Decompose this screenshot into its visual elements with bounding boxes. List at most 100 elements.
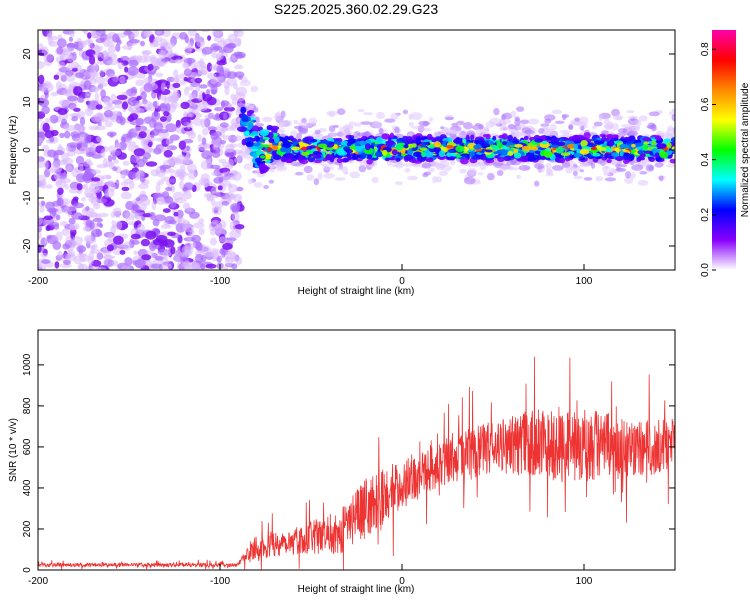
heatmap-cell	[76, 245, 87, 253]
heatmap-cell	[120, 265, 131, 270]
heatmap-cell	[502, 141, 507, 146]
heatmap-cell	[486, 172, 495, 181]
heatmap-cell	[500, 126, 510, 130]
heatmap-cell	[523, 135, 529, 141]
heatmap-cell	[111, 53, 117, 60]
heatmap-cell	[381, 149, 388, 156]
snr-frame	[37, 329, 676, 571]
heatmap-cell	[344, 171, 349, 175]
heatmap-cell	[178, 180, 184, 189]
heatmap-cell	[244, 130, 250, 136]
heatmap-cell	[172, 82, 181, 89]
heatmap-cell	[280, 146, 287, 153]
heatmap-cell	[52, 207, 57, 217]
heatmap-cell	[221, 200, 230, 206]
heatmap-cell	[615, 163, 620, 168]
heatmap-cell	[100, 148, 106, 159]
heatmap-cell	[314, 129, 321, 135]
heatmap-cell	[514, 144, 523, 148]
heatmap-cell	[225, 143, 235, 153]
heatmap-cell	[219, 67, 225, 77]
heatmap-cell	[630, 172, 637, 179]
heatmap-cell	[477, 172, 484, 176]
heatmap-cell	[85, 219, 93, 228]
heatmap-cell	[218, 236, 228, 243]
heatmap-cell	[143, 82, 153, 93]
heatmap-cell	[237, 126, 247, 132]
heatmap-cell	[108, 182, 116, 192]
heatmap-cell	[112, 76, 120, 83]
heatmap-cell	[203, 118, 211, 128]
heatmap-cell	[579, 148, 590, 155]
heatmap-cell	[267, 147, 272, 152]
heatmap-cell	[666, 142, 672, 149]
heatmap-cell	[293, 125, 302, 130]
heatmap-cell	[463, 122, 473, 130]
heatmap-cell	[75, 155, 85, 165]
heatmap-cell	[115, 220, 123, 231]
heatmap-cell	[234, 64, 244, 70]
heatmap-cell	[99, 82, 108, 87]
heatmap-cell	[61, 118, 67, 126]
heatmap-cell	[207, 35, 212, 41]
heatmap-cell	[374, 151, 384, 158]
heatmap-cell	[395, 161, 404, 169]
heatmap-cell	[145, 161, 158, 167]
heatmap-cell	[433, 147, 442, 153]
heatmap-cell	[87, 107, 92, 112]
heatmap-cell	[233, 135, 242, 142]
heatmap-cell	[395, 181, 403, 186]
heatmap-cell	[516, 106, 525, 112]
heatmap-cell	[579, 169, 584, 173]
heatmap-cell	[254, 123, 265, 127]
heatmap-cell	[205, 263, 217, 269]
heatmap-cell	[604, 152, 609, 159]
heatmap-cell	[103, 110, 114, 118]
heatmap-cell	[241, 76, 248, 83]
heatmap-cell	[48, 208, 54, 214]
heatmap-cell	[138, 55, 148, 64]
heatmap-cell	[66, 54, 75, 63]
heatmap-cell	[315, 133, 324, 140]
heatmap-cell	[394, 126, 400, 134]
heatmap-cell	[591, 125, 598, 130]
heatmap-cell	[230, 203, 241, 212]
spectrogram-x-ticks: -200 -100 0 100	[28, 264, 593, 287]
heatmap-cell	[403, 144, 409, 149]
heatmap-cell	[593, 140, 604, 145]
heatmap-cell	[273, 113, 282, 121]
heatmap-cell	[438, 150, 446, 158]
colorbar-label: Normalized spectral amplitude	[740, 82, 750, 217]
heatmap-cell	[485, 146, 493, 150]
heatmap-cell	[119, 141, 127, 151]
heatmap-cell	[546, 168, 553, 174]
snr-y-tick-label: 400	[22, 479, 33, 496]
heatmap-cell	[38, 137, 44, 144]
heatmap-cell	[611, 134, 619, 139]
heatmap-cell	[580, 137, 588, 141]
heatmap-cell	[578, 116, 589, 125]
heatmap-cell	[590, 146, 598, 151]
heatmap-cell	[201, 46, 213, 55]
heatmap-cell	[218, 176, 224, 183]
heatmap-cell	[58, 99, 69, 106]
heatmap-cell	[411, 143, 417, 148]
heatmap-cell	[85, 151, 95, 157]
heatmap-cell	[337, 108, 346, 115]
heatmap-cell	[427, 167, 435, 173]
heatmap-cell	[434, 141, 441, 148]
heatmap-cell	[493, 107, 500, 116]
heatmap-cell	[572, 170, 578, 176]
heatmap-cell	[317, 172, 323, 180]
heatmap-cell	[73, 149, 85, 155]
heatmap-cell	[103, 105, 116, 111]
snr-x-tick-label: -200	[28, 576, 48, 587]
heatmap-cell	[498, 164, 508, 172]
heatmap-cell	[134, 258, 146, 269]
heatmap-cell	[155, 183, 161, 193]
heatmap-cell	[124, 257, 133, 266]
snr-panel: -200 -100 0 100 0 200 400 600 800 1000 Height of…	[8, 329, 676, 595]
heatmap-cell	[127, 66, 139, 76]
heatmap-cell	[121, 186, 130, 192]
spectrogram-y-tick-label: 0	[22, 147, 33, 153]
